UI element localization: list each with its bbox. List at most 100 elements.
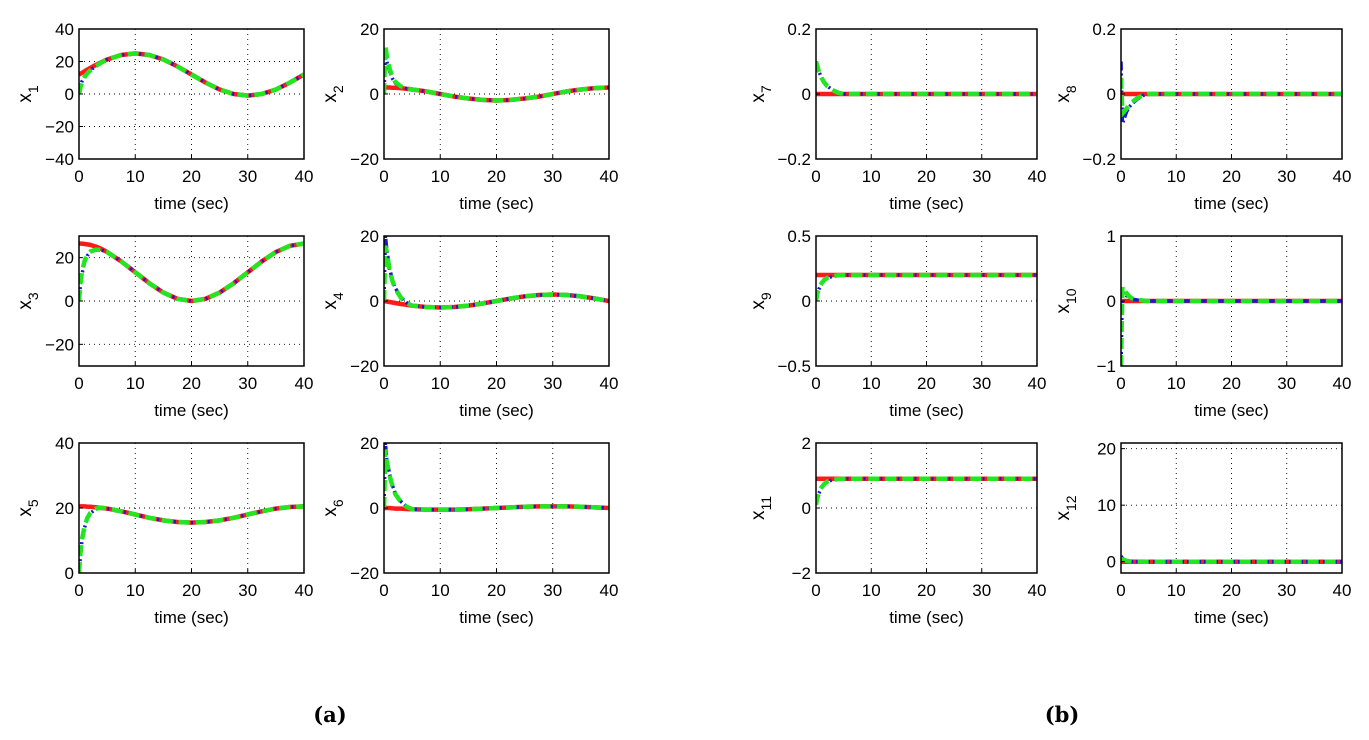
x-tick-label: 30 (972, 374, 991, 393)
y-label-base: x (320, 300, 341, 310)
y-label-subscript: 8 (1063, 85, 1079, 93)
y-tick-label: 0 (65, 564, 74, 583)
series-group (384, 45, 609, 103)
y-tick-label: 40 (55, 20, 74, 39)
y-axis-label: x4 (320, 292, 346, 310)
y-tick-label: 20 (360, 20, 379, 39)
y-axis-label: x12 (1053, 495, 1079, 520)
subplot-x12: 0 10 20 30 40 0 10 20 time (sec) x12 (1053, 440, 1351, 627)
x-tick-label: 20 (1222, 167, 1241, 186)
series-estimate-green-line (384, 245, 609, 310)
x-tick-label: 30 (238, 167, 257, 186)
y-label-base: x (1053, 93, 1074, 103)
y-axis-label: x6 (320, 499, 346, 517)
y-axis-label: x1 (15, 85, 41, 103)
x-tick-label: 0 (379, 167, 388, 186)
y-label-subscript: 11 (758, 496, 774, 511)
y-label-subscript: 4 (330, 292, 346, 300)
y-tick-label: 0.5 (787, 227, 811, 246)
x-tick-label: 10 (126, 581, 145, 600)
series-estimate-blue-line (1121, 286, 1342, 366)
series-group (79, 504, 304, 573)
series-group (1121, 279, 1342, 366)
y-axis-label: x5 (15, 499, 41, 517)
x-axis-label: time (sec) (459, 608, 534, 627)
x-tick-label: 10 (431, 581, 450, 600)
x-axis-label: time (sec) (459, 194, 534, 213)
x-axis-label: time (sec) (1194, 401, 1269, 420)
series-estimate-green-line (384, 45, 609, 103)
y-tick-label: 0 (1107, 292, 1116, 311)
series-estimate-blue-line (384, 54, 609, 103)
x-tick-label: 20 (182, 167, 201, 186)
y-axis-label: x7 (748, 85, 774, 103)
x-axis-label: time (sec) (459, 401, 534, 420)
x-tick-label: 40 (600, 374, 619, 393)
x-tick-label: 10 (126, 167, 145, 186)
y-label-base: x (748, 510, 769, 520)
x-tick-label: 0 (1116, 581, 1125, 600)
y-label-base: x (320, 507, 341, 517)
series-group (79, 51, 304, 98)
y-tick-label: −20 (350, 357, 379, 376)
x-tick-label: 10 (1167, 581, 1186, 600)
series-group (384, 236, 609, 310)
y-tick-label: 0 (65, 85, 74, 104)
x-tick-label: 20 (917, 374, 936, 393)
series-group (816, 476, 1037, 506)
x-tick-label: 10 (1167, 374, 1186, 393)
x-tick-label: 20 (182, 374, 201, 393)
y-label-base: x (15, 507, 36, 517)
x-axis-label: time (sec) (1194, 194, 1269, 213)
x-tick-label: 20 (917, 581, 936, 600)
y-tick-label: 20 (360, 434, 379, 453)
x-axis-label: time (sec) (889, 194, 964, 213)
y-tick-label: 20 (55, 249, 74, 268)
y-label-base: x (15, 93, 36, 103)
series-group (1121, 555, 1342, 564)
y-label-base: x (1053, 511, 1074, 521)
subplot-x5: 0 10 20 30 40 0 20 40 time (sec) x5 (15, 434, 313, 627)
x-tick-label: 30 (543, 374, 562, 393)
x-tick-label: 0 (811, 374, 820, 393)
x-tick-label: 20 (487, 167, 506, 186)
y-tick-label: −0.2 (1082, 150, 1116, 169)
y-tick-label: −20 (350, 150, 379, 169)
series-estimate-green-line (79, 51, 304, 98)
x-tick-label: 30 (238, 374, 257, 393)
x-tick-label: 0 (74, 374, 83, 393)
y-tick-label: −0.2 (777, 150, 811, 169)
series-estimate-green-line (384, 449, 609, 512)
y-tick-label: 0 (370, 499, 379, 518)
x-tick-label: 40 (1028, 374, 1047, 393)
x-axis-label: time (sec) (154, 401, 229, 420)
y-tick-label: 20 (360, 227, 379, 246)
x-tick-label: 30 (1277, 167, 1296, 186)
series-estimate-green-line (1121, 279, 1342, 366)
y-axis-label: x11 (748, 496, 774, 520)
series-estimate-green-line (1121, 77, 1342, 119)
x-tick-label: 10 (862, 374, 881, 393)
x-tick-label: 10 (431, 167, 450, 186)
x-tick-label: 0 (811, 581, 820, 600)
y-tick-label: −2 (792, 564, 811, 583)
x-tick-label: 40 (295, 167, 314, 186)
x-tick-label: 20 (487, 374, 506, 393)
y-tick-label: 20 (1097, 440, 1116, 459)
y-tick-label: 20 (55, 53, 74, 72)
x-tick-label: 30 (238, 581, 257, 600)
series-group (816, 60, 1037, 97)
y-label-base: x (748, 300, 769, 310)
series-estimate-green-line (816, 272, 1037, 302)
y-tick-label: 0 (1107, 553, 1116, 572)
y-label-base: x (1053, 304, 1074, 314)
y-tick-label: 0 (1107, 85, 1116, 104)
subplot-x1: 0 10 20 30 40 −40 −20 0 20 40 time (sec) x1 (15, 20, 313, 213)
series-group (1121, 61, 1342, 124)
x-tick-label: 40 (600, 167, 619, 186)
